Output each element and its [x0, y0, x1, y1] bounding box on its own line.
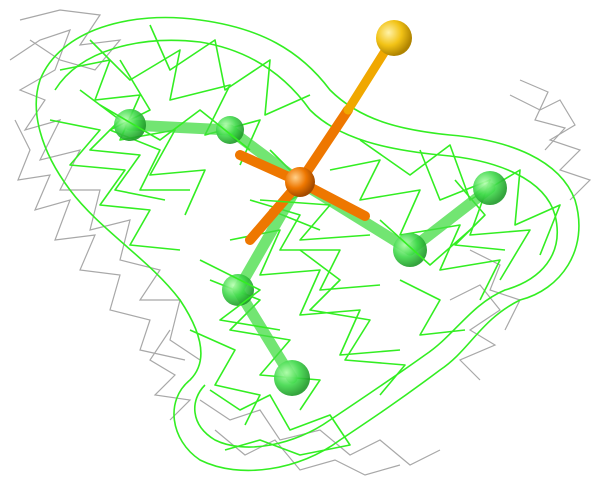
sulfur-atom — [376, 20, 412, 56]
carbon-atom-3 — [393, 233, 427, 267]
molecule-bonds — [124, 35, 496, 384]
carbon-atom-2 — [216, 116, 244, 144]
carbon-atom-1 — [114, 109, 146, 141]
carbon-atom-4 — [473, 171, 507, 205]
grey-mesh — [9, 9, 592, 476]
carbon-atom-6 — [274, 360, 310, 396]
carbon-atom-5 — [222, 274, 254, 306]
phosphorus-atom — [285, 167, 315, 197]
green-density-mesh-front — [99, 104, 471, 331]
molecule-atoms — [114, 20, 507, 396]
green-density-mesh — [35, 16, 580, 472]
